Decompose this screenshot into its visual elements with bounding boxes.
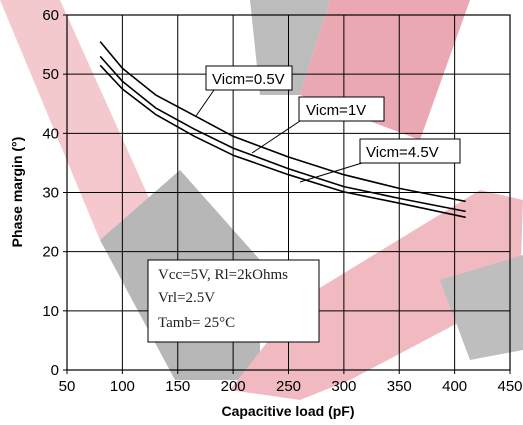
series-line-0	[99, 41, 466, 203]
series-line-2	[99, 64, 466, 219]
x-tick-label: 300	[331, 378, 356, 395]
x-tick-label: 350	[387, 378, 412, 395]
tick-labels: 50 100 150 200 250 300 350 400 450 0 10 20 30 40 50 60	[42, 7, 522, 395]
x-tick-label: 50	[59, 378, 76, 395]
x-tick-label: 200	[221, 378, 246, 395]
y-tick-label: 60	[42, 7, 59, 24]
annotation-label-vicm-4-5: Vicm=4.5V	[366, 144, 439, 161]
annotation-vicm-4-5: Vicm=4.5V	[299, 138, 461, 183]
y-tick-label: 20	[42, 244, 59, 261]
series-line-1	[99, 55, 466, 213]
series-layer	[99, 41, 466, 219]
y-tick-label: 10	[42, 303, 59, 320]
x-tick-label: 100	[110, 378, 135, 395]
condition-temperature: Tamb= 25°C	[158, 315, 235, 331]
annotation-vicm-1: Vicm=1V	[251, 96, 385, 154]
y-tick-label: 40	[42, 125, 59, 142]
x-tick-label: 400	[442, 378, 467, 395]
y-tick-label: 50	[42, 66, 59, 83]
x-tick-label: 450	[497, 378, 522, 395]
annotation-label-vicm-0-5: Vicm=0.5V	[212, 71, 285, 88]
x-tick-label: 150	[165, 378, 190, 395]
x-tick-label: 250	[276, 378, 301, 395]
condition-supply: Vcc=5V, Rl=2kOhms	[158, 267, 288, 283]
y-axis-title: Phase margin (°)	[9, 137, 25, 248]
y-tick-label: 0	[51, 362, 59, 379]
conditions-box: Vcc=5V, Rl=2kOhms Vrl=2.5V Tamb= 25°C	[147, 259, 320, 343]
y-tick-label: 30	[42, 185, 59, 202]
annotation-label-vicm-1: Vicm=1V	[306, 102, 366, 119]
condition-vrl: Vrl=2.5V	[158, 290, 215, 306]
x-axis-title: Capacitive load (pF)	[221, 403, 354, 419]
annotation-vicm-0-5: Vicm=0.5V	[195, 65, 293, 117]
